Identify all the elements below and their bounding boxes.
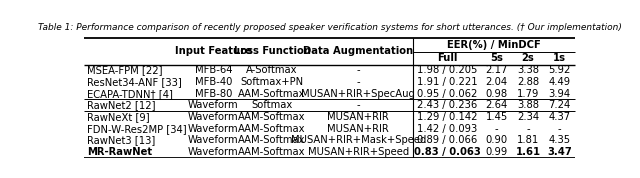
Text: Softmax+PN: Softmax+PN: [241, 77, 303, 87]
Text: Softmax: Softmax: [252, 100, 292, 110]
Text: 2.88: 2.88: [517, 77, 539, 87]
Text: 2.17: 2.17: [486, 65, 508, 75]
Text: 1s: 1s: [553, 53, 566, 63]
Text: 1.98 / 0.205: 1.98 / 0.205: [417, 65, 477, 75]
Text: Full: Full: [437, 53, 457, 63]
Text: Loss Function: Loss Function: [234, 46, 310, 56]
Text: MUSAN+RIR: MUSAN+RIR: [327, 124, 389, 134]
Text: 1.79: 1.79: [517, 89, 539, 99]
Text: RawNeXt [9]: RawNeXt [9]: [87, 112, 150, 122]
Text: AAM-Softmax: AAM-Softmax: [238, 112, 306, 122]
Text: RawNet2 [12]: RawNet2 [12]: [87, 100, 156, 110]
Text: 4.37: 4.37: [548, 112, 570, 122]
Text: MUSAN+RIR: MUSAN+RIR: [327, 112, 389, 122]
Text: Data Augmentation: Data Augmentation: [303, 46, 413, 56]
Text: 3.94: 3.94: [548, 89, 570, 99]
Text: MFB-80: MFB-80: [195, 89, 232, 99]
Text: AAM-Softmax: AAM-Softmax: [238, 147, 306, 157]
Text: 2.64: 2.64: [486, 100, 508, 110]
Text: ECAPA-TDNN† [4]: ECAPA-TDNN† [4]: [87, 89, 173, 99]
Text: 4.35: 4.35: [548, 135, 570, 145]
Text: 7.24: 7.24: [548, 100, 570, 110]
Text: Waveform: Waveform: [188, 124, 239, 134]
Text: RawNet3 [13]: RawNet3 [13]: [87, 135, 155, 145]
Text: Input Feature: Input Feature: [175, 46, 252, 56]
Text: AAM-Softmax: AAM-Softmax: [238, 124, 306, 134]
Text: 2.04: 2.04: [486, 77, 508, 87]
Text: 1.61: 1.61: [515, 147, 541, 157]
Text: -: -: [495, 124, 499, 134]
Text: 5.92: 5.92: [548, 65, 570, 75]
Text: MUSAN+RIR+Mask+Speed: MUSAN+RIR+Mask+Speed: [291, 135, 426, 145]
Text: 1.81: 1.81: [517, 135, 539, 145]
Text: 3.38: 3.38: [517, 65, 539, 75]
Text: 5s: 5s: [490, 53, 503, 63]
Text: MUSAN+RIR+Speed: MUSAN+RIR+Speed: [308, 147, 409, 157]
Text: AAM-Softmax: AAM-Softmax: [238, 135, 306, 145]
Text: 0.95 / 0.062: 0.95 / 0.062: [417, 89, 477, 99]
Text: Waveform: Waveform: [188, 135, 239, 145]
Text: 2.34: 2.34: [517, 112, 539, 122]
Text: 3.47: 3.47: [547, 147, 572, 157]
Text: AAM-Softmax: AAM-Softmax: [238, 89, 306, 99]
Text: Table 1: Performance comparison of recently proposed speaker verification system: Table 1: Performance comparison of recen…: [38, 23, 621, 32]
Text: MFB-40: MFB-40: [195, 77, 232, 87]
Text: 2s: 2s: [522, 53, 534, 63]
Text: Waveform: Waveform: [188, 147, 239, 157]
Text: Waveform: Waveform: [188, 112, 239, 122]
Text: -: -: [526, 124, 530, 134]
Text: 3.88: 3.88: [517, 100, 539, 110]
Text: 0.83 / 0.063: 0.83 / 0.063: [413, 147, 481, 157]
Text: MFB-64: MFB-64: [195, 65, 232, 75]
Text: 1.29 / 0.142: 1.29 / 0.142: [417, 112, 477, 122]
Text: FDN-W-Res2MP [34]: FDN-W-Res2MP [34]: [87, 124, 187, 134]
Text: 1.91 / 0.221: 1.91 / 0.221: [417, 77, 477, 87]
Text: 0.98: 0.98: [486, 89, 508, 99]
Text: Waveform: Waveform: [188, 100, 239, 110]
Text: MR-RawNet: MR-RawNet: [87, 147, 152, 157]
Text: MUSAN+RIR+SpecAug: MUSAN+RIR+SpecAug: [301, 89, 415, 99]
Text: 0.99: 0.99: [486, 147, 508, 157]
Text: 1.45: 1.45: [486, 112, 508, 122]
Text: MSEA-FPM [22]: MSEA-FPM [22]: [87, 65, 163, 75]
Text: -: -: [557, 124, 561, 134]
Text: EER(%) / MinDCF: EER(%) / MinDCF: [447, 40, 541, 50]
Text: -: -: [356, 100, 360, 110]
Text: ResNet34-ANF [33]: ResNet34-ANF [33]: [87, 77, 182, 87]
Text: -: -: [356, 77, 360, 87]
Text: 0.89 / 0.066: 0.89 / 0.066: [417, 135, 477, 145]
Text: 0.90: 0.90: [486, 135, 508, 145]
Text: A-Softmax: A-Softmax: [246, 65, 298, 75]
Text: 1.42 / 0.093: 1.42 / 0.093: [417, 124, 477, 134]
Text: 4.49: 4.49: [548, 77, 570, 87]
Text: -: -: [356, 65, 360, 75]
Text: 2.43 / 0.236: 2.43 / 0.236: [417, 100, 477, 110]
